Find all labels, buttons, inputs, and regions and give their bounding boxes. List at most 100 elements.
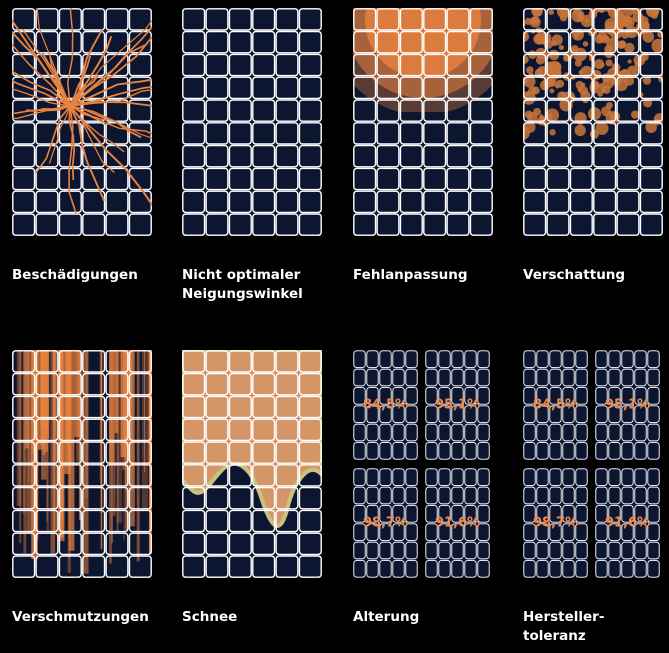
cell xyxy=(366,560,379,578)
cell xyxy=(252,8,276,31)
cell xyxy=(298,122,322,145)
cell xyxy=(477,486,490,505)
cell xyxy=(376,190,400,214)
shade-spot xyxy=(549,88,555,94)
cell xyxy=(464,405,477,423)
cell xyxy=(298,509,322,533)
cell xyxy=(423,53,447,77)
cell xyxy=(639,144,663,168)
cell xyxy=(252,395,276,419)
cell xyxy=(575,523,588,541)
cell xyxy=(523,76,547,100)
cell xyxy=(647,442,660,460)
cell xyxy=(182,8,206,31)
cell xyxy=(562,505,575,523)
cell xyxy=(425,468,438,486)
cell xyxy=(182,532,206,556)
cell xyxy=(252,372,276,396)
crack xyxy=(69,105,108,121)
dirt-streak xyxy=(123,350,125,541)
cell xyxy=(639,167,663,191)
cell xyxy=(376,76,400,100)
crack xyxy=(68,105,77,214)
cell xyxy=(228,486,252,510)
cell xyxy=(621,541,634,560)
shade-spot xyxy=(615,13,629,27)
cell xyxy=(399,76,423,100)
cell xyxy=(298,144,322,168)
cell xyxy=(205,372,229,396)
cell xyxy=(469,53,493,77)
cell xyxy=(275,441,299,464)
cell xyxy=(205,350,229,373)
cell xyxy=(575,468,588,486)
cell xyxy=(379,523,392,541)
cell xyxy=(379,560,392,578)
crack xyxy=(68,105,76,181)
cell xyxy=(562,442,575,460)
cell xyxy=(608,560,621,578)
cell xyxy=(634,423,647,442)
cell xyxy=(616,144,640,168)
cell xyxy=(451,541,464,560)
cell xyxy=(634,523,647,541)
cell xyxy=(366,405,379,423)
cell xyxy=(464,350,477,368)
cell xyxy=(275,190,299,214)
cell xyxy=(12,372,36,396)
cell xyxy=(469,213,493,236)
cell xyxy=(647,405,660,423)
cell xyxy=(35,144,59,168)
cell xyxy=(425,387,438,405)
cell xyxy=(451,560,464,578)
cell xyxy=(634,560,647,578)
cell xyxy=(35,532,59,556)
cell xyxy=(451,486,464,505)
cell xyxy=(616,190,640,214)
label: Nicht optimaler Neigungswinkel xyxy=(182,266,332,304)
cell xyxy=(353,8,377,31)
shade-spot xyxy=(571,9,585,23)
cell xyxy=(128,395,152,419)
cell xyxy=(575,505,588,523)
cell xyxy=(569,144,593,168)
cell xyxy=(569,99,593,122)
solar-panel xyxy=(182,8,322,236)
cell xyxy=(608,541,621,560)
cell xyxy=(252,144,276,168)
cell xyxy=(35,418,59,442)
cell xyxy=(128,486,152,510)
cell xyxy=(536,541,549,560)
cell xyxy=(593,144,617,168)
cell xyxy=(464,560,477,578)
cell xyxy=(82,532,106,556)
cell xyxy=(353,523,366,541)
cell xyxy=(298,441,322,464)
cell xyxy=(647,541,660,560)
cell xyxy=(477,560,490,578)
dirt-streak xyxy=(50,350,56,554)
cell xyxy=(549,405,562,423)
sub-panel-bg xyxy=(353,468,418,578)
cell xyxy=(405,505,418,523)
dirt-streak xyxy=(112,350,116,516)
cell xyxy=(423,99,447,122)
percentage: 95,1% xyxy=(605,398,650,413)
cell xyxy=(451,350,464,368)
cell xyxy=(616,99,640,122)
cell xyxy=(182,144,206,168)
cell xyxy=(228,144,252,168)
sub-panel-bg xyxy=(595,350,660,460)
percentage: 91,6% xyxy=(435,516,480,531)
cell xyxy=(228,372,252,396)
cell xyxy=(423,30,447,54)
cell xyxy=(205,441,229,464)
cell xyxy=(608,368,621,387)
cell xyxy=(549,350,562,368)
cell xyxy=(379,350,392,368)
cell xyxy=(366,442,379,460)
cell xyxy=(58,144,82,168)
cell xyxy=(298,8,322,31)
cell xyxy=(298,486,322,510)
cell xyxy=(423,167,447,191)
